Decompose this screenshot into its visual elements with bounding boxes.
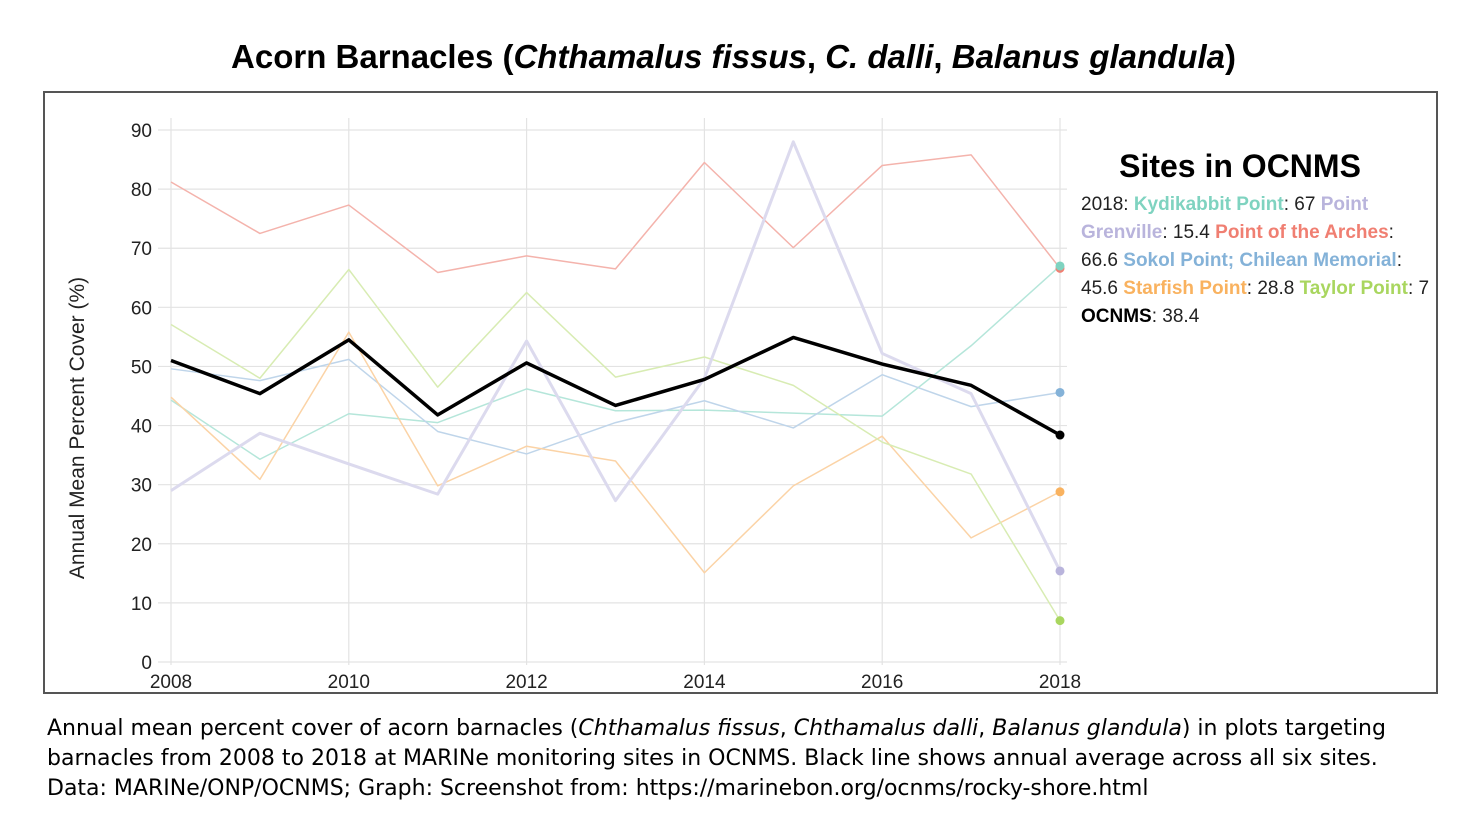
x-tick-label: 2008	[150, 672, 192, 693]
caption-text-1g: ) in plots targeting	[1181, 716, 1386, 741]
y-tick-label: 50	[131, 357, 152, 378]
caption-text-1a: Annual mean percent cover of acorn barna…	[47, 716, 579, 741]
series-end-dot	[1055, 566, 1065, 576]
legend-site-sokol: Sokol Point; Chilean Memorial	[1123, 250, 1397, 271]
caption-line-3: Data: MARINe/ONP/OCNMS; Graph: Screensho…	[47, 776, 1149, 801]
caption-line-2: barnacles from 2008 to 2018 at MARINe mo…	[47, 746, 1378, 771]
chart-title: Acorn Barnacles (Chthamalus fissus, C. d…	[0, 38, 1467, 76]
legend: 2018: Kydikabbit Point: 67 Point Grenvil…	[1081, 191, 1431, 331]
caption-species-1: Chthamalus fissus	[578, 716, 780, 741]
series-end-dot	[1055, 616, 1065, 626]
series-line	[170, 154, 1061, 274]
y-tick-label: 80	[131, 180, 152, 201]
series-line	[170, 140, 1062, 572]
legend-year-prefix: 2018:	[1081, 194, 1134, 215]
y-tick-label: 70	[131, 239, 152, 260]
legend-value-arches: : 66.6	[1081, 222, 1394, 271]
legend-site-starfish: Starfish Point	[1123, 278, 1247, 299]
title-suffix: )	[1224, 38, 1236, 75]
legend-value-starfish: : 28.8	[1246, 278, 1295, 299]
y-tick-label: 10	[131, 594, 152, 615]
title-species-3: Balanus glandula	[951, 38, 1225, 75]
y-axis-label: Annual Mean Percent Cover (%)	[66, 277, 89, 579]
y-tick-label: 0	[141, 653, 152, 674]
series-line	[170, 331, 1061, 574]
x-axis-ticks: 2008 2010 2012 2014 2016 2018	[150, 672, 1081, 693]
figure-caption: Annual mean percent cover of acorn barna…	[47, 714, 1447, 804]
legend-site-taylor: Taylor Point	[1299, 278, 1408, 299]
title-separator-2: ,	[933, 38, 952, 75]
x-tick-label: 2016	[861, 672, 903, 693]
legend-value-ocnms: : 38.4	[1151, 306, 1200, 327]
x-tick-label: 2010	[328, 672, 370, 693]
legend-site-grenville: Point Grenville	[1081, 194, 1369, 243]
series-line	[170, 265, 1061, 460]
title-prefix: Acorn Barnacles (	[231, 38, 514, 75]
legend-site-arches: Point of the Arches	[1215, 222, 1389, 243]
y-tick-label: 90	[131, 121, 152, 142]
title-separator-1: ,	[806, 38, 826, 75]
legend-value-kydikabbit: : 67	[1283, 194, 1321, 215]
legend-value-sokol: : 45.6	[1081, 250, 1402, 299]
series-lines	[170, 140, 1062, 622]
legend-value-grenville: : 15.4	[1162, 222, 1216, 243]
title-species-2: C. dalli	[825, 38, 934, 75]
legend-title: Sites in OCNMS	[1119, 148, 1361, 184]
x-tick-label: 2014	[683, 672, 726, 693]
series-line	[170, 358, 1061, 455]
caption-sep-2: ,	[978, 716, 993, 741]
series-line	[170, 335, 1061, 437]
y-tick-label: 30	[131, 476, 152, 497]
y-tick-label: 60	[131, 298, 152, 319]
legend-value-taylor: : 7	[1408, 278, 1430, 299]
series-end-dot	[1055, 487, 1065, 497]
x-tick-label: 2012	[505, 672, 547, 693]
y-tick-label: 40	[131, 417, 152, 438]
series-end-dot	[1055, 387, 1065, 397]
legend-site-ocnms: OCNMS	[1081, 306, 1152, 327]
title-species-1: Chthamalus fissus	[513, 38, 807, 75]
caption-species-2: Chthamalus dalli	[793, 716, 979, 741]
x-tick-label: 2018	[1039, 672, 1081, 693]
caption-sep-1: ,	[779, 716, 794, 741]
y-axis-ticks: 0 10 20 30 40 50 60 70 80 90	[131, 121, 152, 674]
series-end-dot	[1055, 430, 1065, 440]
series-end-dot	[1055, 261, 1065, 271]
caption-line-1: Annual mean percent cover of acorn barna…	[47, 714, 1447, 744]
y-tick-label: 20	[131, 535, 152, 556]
series-end-dots	[1055, 261, 1065, 626]
chart-frame	[43, 91, 1438, 694]
caption-species-3: Balanus glandula	[992, 716, 1182, 741]
series-line	[170, 268, 1061, 622]
legend-site-kydikabbit: Kydikabbit Point	[1133, 194, 1284, 215]
